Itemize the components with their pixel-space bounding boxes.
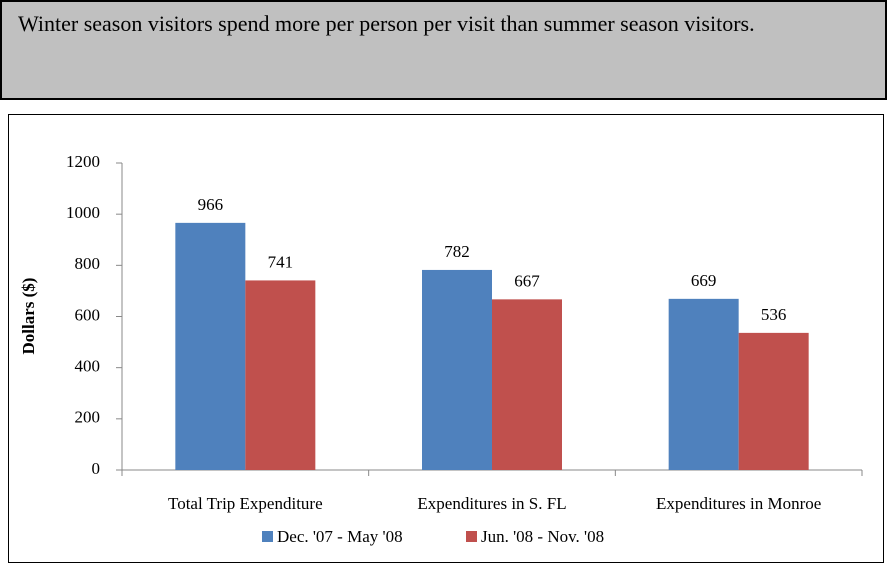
bar — [668, 298, 739, 470]
y-axis-label: Dollars ($) — [19, 278, 38, 355]
bar — [492, 299, 562, 470]
value-label: 667 — [514, 271, 540, 290]
value-label: 782 — [444, 242, 470, 261]
legend-swatch — [262, 531, 273, 542]
value-label: 536 — [761, 305, 787, 324]
legend-swatch — [466, 531, 477, 542]
y-tick-label: 1000 — [66, 203, 100, 222]
y-tick-label: 400 — [75, 357, 101, 376]
legend-label: Jun. '08 - Nov. '08 — [481, 527, 604, 546]
value-label: 669 — [691, 271, 717, 290]
bar — [738, 332, 809, 470]
y-tick-label: 600 — [75, 305, 101, 324]
legend-label: Dec. '07 - May '08 — [277, 527, 403, 546]
value-label: 741 — [268, 252, 294, 271]
value-label: 966 — [198, 195, 224, 214]
y-tick-label: 0 — [92, 459, 101, 478]
y-tick-label: 200 — [75, 408, 101, 427]
y-tick-label: 800 — [75, 254, 101, 273]
bar — [422, 269, 492, 470]
bar — [175, 222, 246, 470]
chart-border — [8, 114, 884, 563]
x-tick-label: Expenditures in Monroe — [656, 494, 821, 513]
caption: Winter season visitors spend more per pe… — [0, 0, 887, 100]
x-tick-label: Expenditures in S. FL — [417, 494, 566, 513]
bar — [245, 280, 316, 470]
y-tick-label: 1200 — [66, 152, 100, 171]
x-tick-label: Total Trip Expenditure — [168, 494, 323, 513]
